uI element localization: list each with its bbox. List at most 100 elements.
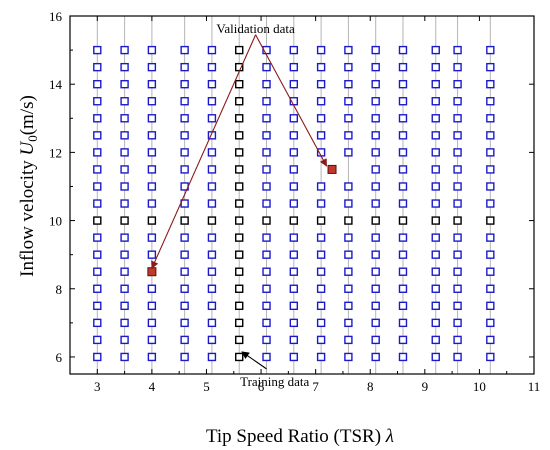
annotations: Validation data Training data [151,21,328,389]
training-point [180,216,189,225]
training-point [316,97,326,106]
training-point [147,352,157,362]
training-point [120,62,129,72]
training-point [431,182,440,191]
training-point [147,216,157,225]
training-point [486,182,495,191]
training-point [453,165,462,174]
training-point [289,45,299,55]
training-point [289,79,299,89]
training-point [431,301,440,311]
training-point [344,45,353,55]
training-point [93,182,102,191]
training-point [431,250,440,259]
training-point [398,250,408,259]
training-point [262,148,271,157]
y-axis-title-subscript: 0 [25,135,40,142]
training-point [453,284,462,293]
training-point [147,335,157,345]
training-point [93,131,102,140]
training-point [262,301,271,311]
training-point [235,301,244,311]
training-point [344,318,353,328]
training-point [262,62,271,72]
training-point [207,97,217,106]
training-point [180,335,189,345]
training-point [316,79,326,89]
x-tick-label: 9 [422,379,429,394]
training-point [235,250,244,259]
training-point [316,199,326,208]
y-axis-title-suffix: (m/s) [17,95,38,135]
training-point [486,352,495,362]
training-point [371,148,380,157]
training-point [120,233,129,242]
training-point [398,131,408,140]
training-point [147,131,157,140]
validation-point [327,164,337,174]
training-point [235,318,244,328]
training-point [207,182,217,191]
training-point [316,62,326,72]
training-point [316,352,326,362]
training-point [262,335,271,345]
training-point [262,79,271,89]
training-point [344,301,353,311]
training-point [235,114,244,123]
training-point [120,45,129,55]
training-point [235,284,244,293]
training-point [147,114,157,123]
training-point [486,233,495,242]
x-tick-label: 11 [528,379,541,394]
training-point [371,250,380,259]
x-axis-title-symbol: λ [385,426,394,447]
training-point [93,301,102,311]
training-point [93,97,102,106]
training-point [398,45,408,55]
y-axis-title-prefix: Inflow velocity [17,155,38,276]
training-point [486,114,495,123]
training-point [180,352,189,362]
training-point [486,199,495,208]
training-point [486,97,495,106]
training-point [289,199,299,208]
training-point [180,45,189,55]
training-point [371,114,380,123]
training-point [93,199,102,208]
training-point [431,233,440,242]
training-point [453,114,462,123]
training-point [431,45,440,55]
training-point [289,216,299,225]
training-point [371,233,380,242]
training-point [147,165,157,174]
training-point [262,199,271,208]
training-point [453,182,462,191]
training-point [147,79,157,89]
training-point [431,284,440,293]
training-point [371,165,380,174]
y-tick-label: 12 [49,145,62,160]
training-point [453,45,462,55]
training-point [344,335,353,345]
training-point [344,199,353,208]
training-point [431,114,440,123]
training-point [486,284,495,293]
x-tick-label: 8 [367,379,374,394]
training-point [453,267,462,276]
training-point [344,233,353,242]
training-point [120,335,129,345]
x-tick-label: 4 [149,379,156,394]
training-point [93,216,102,225]
training-point [316,284,326,293]
training-point [180,62,189,72]
training-point [207,233,217,242]
training-point [289,233,299,242]
training-point [371,216,380,225]
training-point [431,318,440,328]
training-point [262,114,271,123]
training-point [262,250,271,259]
training-point [180,79,189,89]
training-point [120,114,129,123]
training-point [235,148,244,157]
training-point [120,284,129,293]
